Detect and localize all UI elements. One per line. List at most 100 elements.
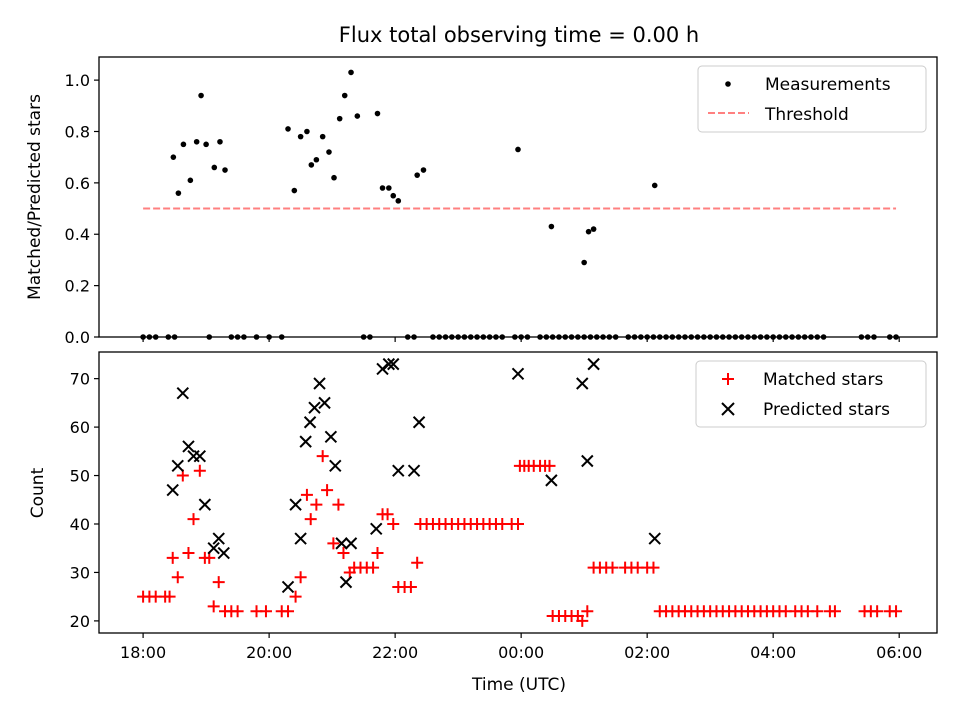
bottom-x-tick-label: 04:00 (750, 643, 796, 662)
measurement-point (304, 128, 310, 135)
matched-star-point (282, 605, 295, 618)
predicted-star-point (281, 580, 295, 594)
predicted-star-point (376, 362, 389, 376)
top-axes-frame (98, 56, 938, 338)
matched-star-point (404, 580, 417, 593)
measurement-point (297, 133, 304, 140)
top-y-tick-label: 0.6 (65, 174, 90, 193)
predicted-star-point (581, 454, 594, 468)
legend-predicted-marker (721, 402, 735, 416)
top-panel: 0.0 0.2 0.4 0.6 0.8 1.0 Matched/Predicted sta… (25, 56, 938, 347)
top-y-ticks: 0.0 0.2 0.4 0.6 0.8 1.0 (65, 71, 99, 347)
legend-matched-marker (722, 373, 734, 385)
predicted-star-point (344, 537, 358, 550)
top-y-tick-label: 1.0 (65, 71, 90, 90)
predicted-star-point (407, 464, 421, 477)
matched-star-point (300, 488, 313, 501)
measurement-point (326, 149, 332, 155)
matched-star-point (890, 605, 903, 618)
x-axis-label: Time (UTC) (471, 675, 566, 695)
top-y-tick-label: 0.8 (65, 122, 90, 141)
measurement-point (313, 156, 320, 163)
count-points (137, 357, 903, 627)
measurement-point (374, 110, 381, 117)
measurement-point (354, 113, 361, 119)
measurement-point (420, 167, 427, 173)
bottom-y-tick-label: 50 (70, 467, 90, 486)
predicted-star-point (303, 416, 317, 429)
matched-star-point (576, 614, 589, 627)
predicted-star-point (587, 357, 600, 371)
predicted-star-point (313, 377, 326, 390)
predicted-star-point (299, 435, 312, 448)
top-legend-box (697, 65, 927, 133)
measurement-point (198, 92, 204, 99)
bottom-x-tick-label: 18:00 (120, 643, 166, 662)
bottom-y-tick-label: 30 (70, 563, 90, 582)
measurement-point (193, 138, 200, 145)
matched-star-point (231, 605, 244, 618)
legend-measurements-marker (725, 81, 731, 87)
legend-threshold-label: Threshold (764, 105, 849, 125)
predicted-star-point (318, 396, 331, 410)
bottom-x-tick-label: 22:00 (372, 643, 418, 662)
measurement-point (319, 133, 326, 140)
matched-star-point (171, 571, 184, 584)
matched-star-point (316, 450, 329, 463)
matched-star-point (163, 590, 176, 603)
matched-star-point (811, 605, 824, 618)
matched-star-point (512, 517, 524, 530)
predicted-star-point (370, 522, 383, 536)
predicted-star-point (217, 546, 230, 560)
matched-star-point (828, 605, 841, 618)
measurement-point (585, 228, 592, 235)
bottom-y-ticks: 20 30 40 50 60 70 (70, 370, 99, 631)
predicted-star-point (207, 542, 220, 555)
predicted-star-point (212, 532, 225, 545)
predicted-star-point (198, 498, 212, 511)
legend-matched-label: Matched stars (763, 370, 883, 390)
measurement-point (395, 198, 402, 204)
matched-star-point (581, 605, 594, 618)
measurement-point (386, 185, 392, 191)
matched-star-point (289, 590, 302, 603)
matched-star-point (606, 561, 619, 574)
predicted-star-point (289, 498, 302, 511)
matched-star-point (193, 464, 206, 477)
predicted-star-point (176, 386, 190, 400)
matched-star-point (166, 551, 179, 564)
bottom-y-tick-label: 40 (70, 515, 90, 534)
predicted-star-point (382, 357, 396, 371)
matched-star-point (207, 600, 220, 613)
matched-star-point (337, 547, 350, 560)
chart-title: Flux total observing time = 0.00 h (339, 23, 699, 47)
matched-star-point (387, 517, 400, 530)
matched-star-point (367, 561, 380, 574)
measurement-point (651, 182, 658, 189)
bottom-x-ticks: 18:00 20:00 22:00 00:00 02:00 04:00 06:00 (120, 633, 922, 662)
measurement-point (222, 167, 228, 173)
predicted-star-point (324, 430, 338, 443)
predicted-star-point (294, 532, 307, 545)
matched-star-point (182, 547, 195, 560)
measurement-point (336, 115, 343, 122)
predicted-star-point (545, 474, 558, 487)
predicted-star-point (171, 459, 184, 473)
legend-measurements-label: Measurements (765, 75, 891, 95)
predicted-star-point (166, 483, 179, 497)
matched-star-point (327, 537, 340, 550)
top-y-tick-label: 0.4 (65, 225, 90, 244)
bottom-y-tick-label: 70 (70, 370, 90, 389)
predicted-star-point (335, 537, 348, 550)
measurement-point (515, 146, 521, 153)
measurement-point (170, 154, 177, 160)
measurement-point (390, 192, 397, 199)
measurement-point (203, 141, 209, 148)
bottom-panel: 20 30 40 50 60 70 18:00 20:00 22:00 00:00 02:00 04… (28, 351, 938, 695)
predicted-star-point (648, 532, 661, 545)
matched-star-point (411, 556, 424, 569)
matched-star-point (294, 571, 307, 584)
predicted-star-point (339, 575, 353, 589)
predicted-star-point (576, 377, 589, 390)
